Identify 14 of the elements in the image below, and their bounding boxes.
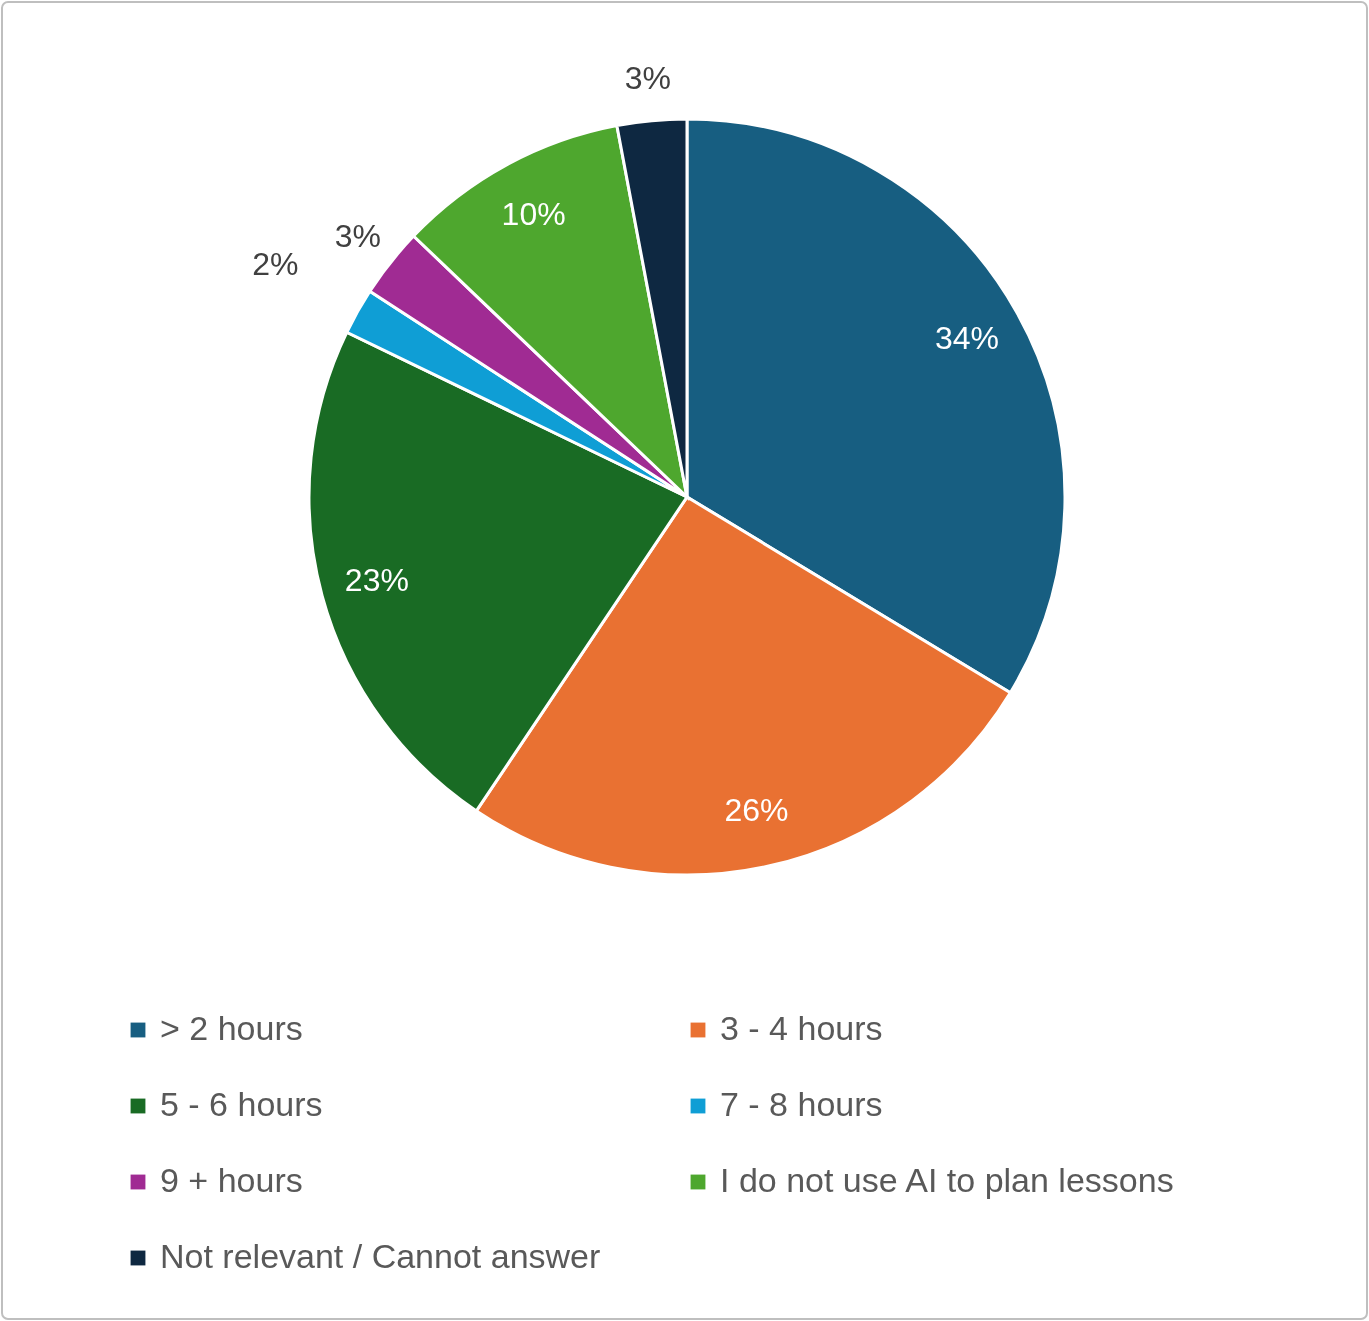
data-label: 3% (624, 60, 672, 97)
legend-label: 7 - 8 hours (720, 1085, 883, 1123)
legend-label: 5 - 6 hours (160, 1085, 323, 1123)
data-label: 34% (934, 320, 999, 357)
data-label: 10% (501, 195, 566, 232)
data-label: 26% (724, 791, 789, 828)
data-label: 23% (344, 561, 409, 598)
data-label: 2% (252, 246, 299, 283)
legend-label: I do not use AI to plan lessons (720, 1161, 1174, 1199)
data-label: 3% (334, 217, 381, 254)
legend-label: > 2 hours (160, 1009, 303, 1047)
legend-label: 3 - 4 hours (720, 1009, 883, 1047)
legend-label: Not relevant / Cannot answer (160, 1237, 601, 1275)
legend-label: 9 + hours (160, 1161, 303, 1199)
